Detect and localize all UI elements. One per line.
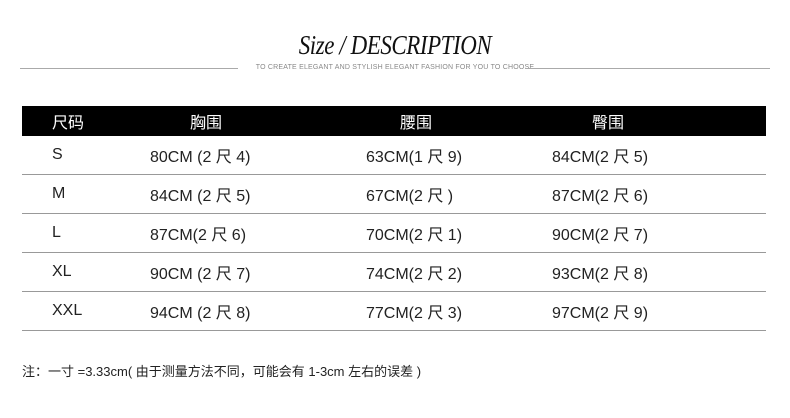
column-header-size: 尺码 bbox=[52, 115, 85, 132]
cell-hip: 97CM(2 尺 9) bbox=[552, 305, 649, 322]
cell-chest: 80CM (2 尺 4) bbox=[150, 149, 251, 166]
page-title: Size / DESCRIPTION bbox=[298, 30, 492, 60]
cell-size: M bbox=[52, 185, 66, 202]
table-row: S 80CM (2 尺 4) 63CM(1 尺 9) 84CM(2 尺 5) bbox=[22, 136, 766, 175]
cell-hip: 84CM(2 尺 5) bbox=[552, 149, 649, 166]
divider-left bbox=[20, 68, 238, 69]
column-header-chest: 胸围 bbox=[190, 115, 223, 132]
table-row: M 84CM (2 尺 5) 67CM(2 尺 ) 87CM(2 尺 6) bbox=[22, 175, 766, 214]
cell-chest: 94CM (2 尺 8) bbox=[150, 305, 251, 322]
table-row: XL 90CM (2 尺 7) 74CM(2 尺 2) 93CM(2 尺 8) bbox=[22, 253, 766, 292]
cell-hip: 93CM(2 尺 8) bbox=[552, 266, 649, 283]
cell-hip: 90CM(2 尺 7) bbox=[552, 227, 649, 244]
cell-waist: 77CM(2 尺 3) bbox=[366, 305, 463, 322]
page-subtitle: TO CREATE ELEGANT AND STYLISH ELEGANT FA… bbox=[255, 64, 535, 71]
divider-right bbox=[525, 68, 770, 69]
cell-waist: 63CM(1 尺 9) bbox=[366, 149, 463, 166]
cell-waist: 74CM(2 尺 2) bbox=[366, 266, 463, 283]
cell-chest: 90CM (2 尺 7) bbox=[150, 266, 251, 283]
table-row: XXL 94CM (2 尺 8) 77CM(2 尺 3) 97CM(2 尺 9) bbox=[22, 292, 766, 331]
size-table: 尺码 胸围 腰围 臀围 S 80CM (2 尺 4) 63CM(1 尺 9) 84CM… bbox=[22, 106, 766, 331]
column-header-hip: 臀围 bbox=[592, 115, 625, 132]
cell-chest: 84CM (2 尺 5) bbox=[150, 188, 251, 205]
cell-size: S bbox=[52, 146, 63, 163]
cell-waist: 67CM(2 尺 ) bbox=[366, 188, 454, 205]
measurement-note: 注：一寸 =3.33cm( 由于测量方法不同，可能会有 1-3cm 左右的误差 … bbox=[22, 364, 422, 379]
cell-waist: 70CM(2 尺 1) bbox=[366, 227, 463, 244]
table-header: 尺码 胸围 腰围 臀围 bbox=[22, 106, 766, 136]
cell-size: XL bbox=[52, 263, 72, 280]
table-row: L 87CM(2 尺 6) 70CM(2 尺 1) 90CM(2 尺 7) bbox=[22, 214, 766, 253]
cell-size: XXL bbox=[52, 302, 83, 319]
cell-hip: 87CM(2 尺 6) bbox=[552, 188, 649, 205]
column-header-waist: 腰围 bbox=[400, 115, 433, 132]
cell-chest: 87CM(2 尺 6) bbox=[150, 227, 247, 244]
cell-size: L bbox=[52, 224, 61, 241]
